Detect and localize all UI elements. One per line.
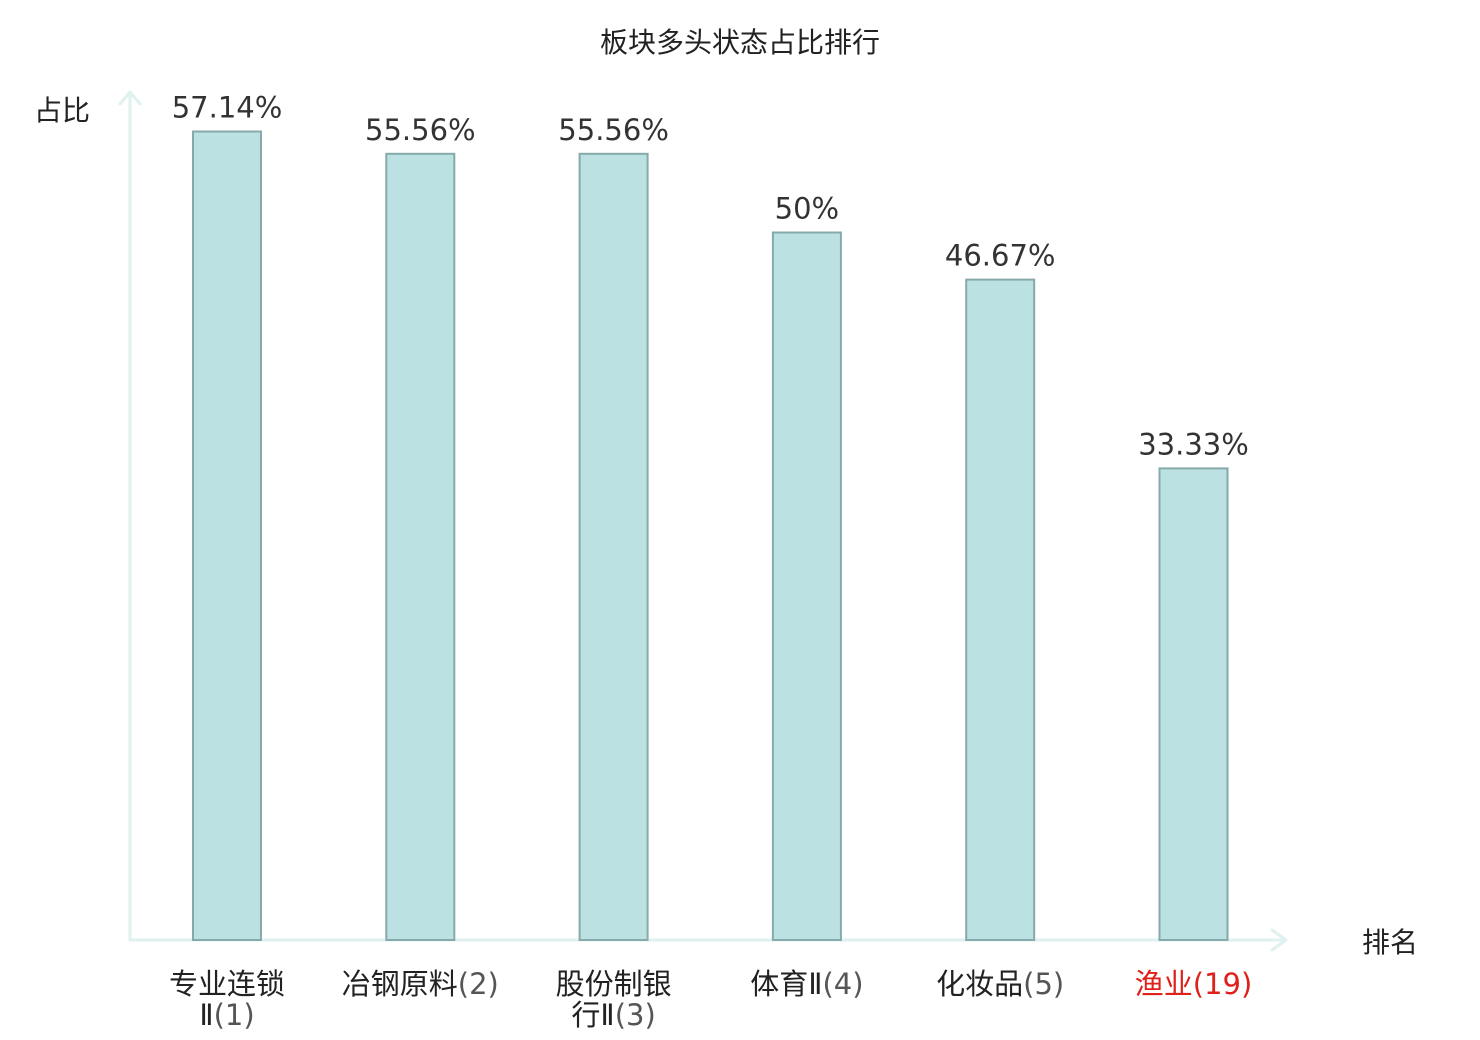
value-label: 50% <box>775 192 839 226</box>
value-label: 55.56% <box>558 113 669 147</box>
axes <box>118 90 1288 952</box>
category-rank: (5) <box>1023 967 1064 1001</box>
category-label: 冶钢原料(2) <box>342 967 499 1001</box>
category-name: Ⅱ <box>199 998 213 1032</box>
bar <box>192 130 262 941</box>
bar <box>965 278 1036 942</box>
value-label: 57.14% <box>172 91 283 125</box>
category-name: 体育Ⅱ <box>750 967 822 1001</box>
category-rank: (1) <box>214 998 255 1032</box>
category-label: Ⅱ(1) <box>199 998 254 1032</box>
value-label: 33.33% <box>1138 427 1249 461</box>
bar <box>385 152 456 942</box>
bar <box>1158 467 1229 941</box>
category-name: 冶钢原料 <box>342 967 458 1001</box>
category-label: 行Ⅱ(3) <box>571 998 655 1032</box>
category-rank: (4) <box>822 967 863 1001</box>
bar <box>771 231 842 941</box>
category-label: 体育Ⅱ(4) <box>750 967 863 1001</box>
category-label: 专业连锁 <box>169 967 285 1001</box>
bars-group <box>192 130 1229 942</box>
category-name: 专业连锁 <box>169 967 285 1001</box>
category-label: 股份制银 <box>556 967 672 1001</box>
category-label: 化妆品(5) <box>936 967 1064 1001</box>
value-labels-group: 57.14% 55.56% 55.56% 50% 46.67% 33.33% <box>172 91 1249 462</box>
category-name: 行Ⅱ <box>571 998 614 1032</box>
value-label: 55.56% <box>365 113 476 147</box>
category-rank: (2) <box>458 967 499 1001</box>
x-axis-arrow-icon <box>1270 928 1288 952</box>
category-name: 化妆品 <box>936 967 1023 1001</box>
category-name: 渔业 <box>1135 967 1193 1001</box>
bar <box>578 152 649 942</box>
chart-title: 板块多头状态占比排行 <box>600 26 880 59</box>
category-rank: (19) <box>1193 967 1253 1001</box>
category-rank: (3) <box>615 998 656 1032</box>
y-axis-arrow-icon <box>118 90 142 106</box>
category-name: 股份制银 <box>556 967 672 1001</box>
x-axis-label: 排名 <box>1362 926 1418 959</box>
category-label: 渔业(19) <box>1135 967 1253 1001</box>
value-label: 46.67% <box>945 239 1056 273</box>
y-axis-label: 占比 <box>34 94 90 127</box>
